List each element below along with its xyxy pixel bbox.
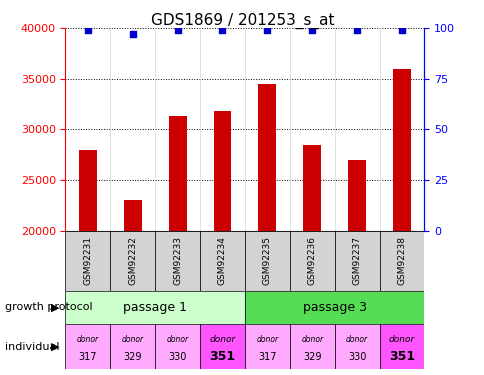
Bar — [378, 324, 424, 369]
Bar — [258, 84, 276, 231]
Bar — [65, 291, 244, 324]
Text: 317: 317 — [78, 352, 97, 362]
Text: GSM92238: GSM92238 — [396, 236, 406, 285]
Text: donor: donor — [121, 335, 144, 344]
Bar — [110, 324, 155, 369]
Point — [173, 27, 181, 33]
Text: 351: 351 — [388, 350, 414, 363]
Text: ▶: ▶ — [50, 303, 59, 312]
Text: GSM92236: GSM92236 — [307, 236, 316, 285]
Bar — [392, 69, 410, 231]
Point — [397, 27, 405, 33]
Bar — [200, 324, 244, 369]
Point — [263, 27, 271, 33]
Text: donor: donor — [76, 335, 99, 344]
Text: 329: 329 — [123, 352, 142, 362]
Bar — [110, 231, 155, 291]
Point — [84, 27, 91, 33]
Text: GSM92233: GSM92233 — [173, 236, 182, 285]
Bar — [123, 200, 141, 231]
Bar — [348, 160, 365, 231]
Text: GSM92231: GSM92231 — [83, 236, 92, 285]
Text: 330: 330 — [347, 352, 365, 362]
Bar — [334, 231, 378, 291]
Bar — [244, 231, 289, 291]
Bar — [155, 324, 200, 369]
Text: 330: 330 — [168, 352, 186, 362]
Bar — [302, 145, 320, 231]
Bar — [289, 324, 334, 369]
Text: donor: donor — [209, 335, 235, 344]
Bar — [289, 231, 334, 291]
Point — [308, 27, 316, 33]
Text: ▶: ▶ — [50, 342, 59, 352]
Text: passage 1: passage 1 — [123, 301, 187, 314]
Text: GSM92234: GSM92234 — [217, 236, 227, 285]
Text: donor: donor — [388, 335, 414, 344]
Point — [218, 27, 226, 33]
Text: GDS1869 / 201253_s_at: GDS1869 / 201253_s_at — [151, 13, 333, 29]
Bar — [334, 324, 378, 369]
Text: donor: donor — [256, 335, 278, 344]
Point — [352, 27, 360, 33]
Text: GSM92235: GSM92235 — [262, 236, 272, 285]
Text: GSM92237: GSM92237 — [352, 236, 361, 285]
Text: donor: donor — [301, 335, 323, 344]
Bar — [244, 324, 289, 369]
Text: passage 3: passage 3 — [302, 301, 366, 314]
Bar — [213, 111, 231, 231]
Text: individual: individual — [5, 342, 59, 352]
Text: growth protocol: growth protocol — [5, 303, 92, 312]
Bar — [155, 231, 200, 291]
Text: 351: 351 — [209, 350, 235, 363]
Bar — [378, 231, 424, 291]
Point — [129, 31, 136, 37]
Text: donor: donor — [166, 335, 188, 344]
Text: 329: 329 — [302, 352, 321, 362]
Bar — [200, 231, 244, 291]
Bar — [65, 324, 110, 369]
Bar — [168, 116, 186, 231]
Bar — [244, 291, 424, 324]
Text: donor: donor — [345, 335, 367, 344]
Bar — [65, 231, 110, 291]
Text: GSM92232: GSM92232 — [128, 236, 137, 285]
Text: 317: 317 — [257, 352, 276, 362]
Bar — [79, 150, 97, 231]
